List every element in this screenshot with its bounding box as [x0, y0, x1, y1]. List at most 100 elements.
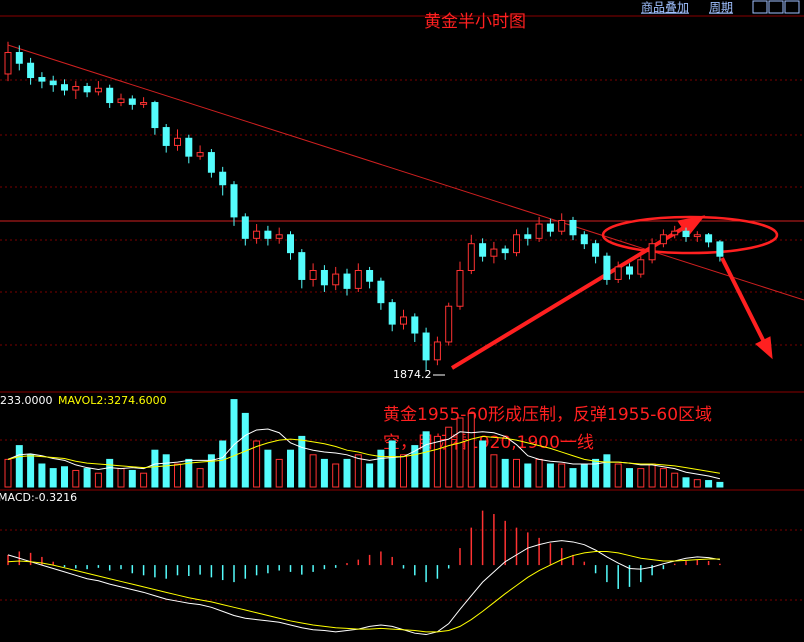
candle-body [524, 234, 532, 239]
candle-body [49, 80, 57, 86]
volume-bar [4, 458, 12, 488]
volume-bar [94, 472, 102, 488]
candle-body [659, 234, 667, 245]
volume-bar [264, 449, 272, 488]
volume-bar [693, 479, 701, 488]
volume-bar [546, 463, 554, 488]
candle-body [422, 332, 430, 361]
candle-body [400, 316, 407, 325]
nav-buttons[interactable] [752, 0, 800, 14]
volume-bar [354, 454, 362, 488]
volume-bar [445, 426, 453, 488]
volume-header: MAVOL2:3274.6000 [58, 394, 167, 407]
volume-bar [513, 458, 520, 488]
trend-line [7, 44, 804, 301]
candle-body [513, 234, 520, 254]
candle-body [151, 102, 159, 129]
volume-bar [603, 454, 611, 488]
candle-body [207, 152, 215, 173]
volume-bar [140, 472, 148, 488]
candle-body [61, 84, 68, 91]
candle-body [298, 252, 306, 280]
volume-bar [343, 458, 351, 488]
volume-bar [648, 463, 656, 488]
candle-body [72, 85, 80, 91]
candle-body [38, 77, 46, 82]
candle-body [4, 52, 12, 75]
volume-bar [320, 458, 328, 488]
menu-item[interactable]: 周期 [709, 1, 733, 15]
volume-bar [400, 454, 407, 488]
volume-bar [332, 463, 340, 488]
candle-body [366, 270, 374, 282]
candle-body [185, 137, 193, 157]
volume-header: 233.0000 [0, 394, 53, 407]
candle-body [716, 241, 724, 257]
volume-bar [479, 440, 487, 488]
volume-bar [230, 399, 238, 488]
volume-bar [38, 463, 46, 488]
candle-body [196, 152, 204, 157]
candle-body [320, 270, 328, 286]
volume-bar [128, 469, 136, 488]
volume-bar [162, 454, 170, 488]
candle-body [162, 127, 170, 146]
candle-body [27, 62, 35, 79]
volume-bar [716, 481, 724, 488]
candle-body [433, 341, 441, 361]
candle-body [535, 223, 543, 239]
volume-bar [558, 463, 566, 488]
volume-bar [366, 463, 374, 488]
candle-body [592, 243, 600, 257]
volume-bar [637, 468, 645, 488]
volume-bar [174, 463, 181, 488]
volume-bar [49, 468, 57, 488]
candle-body [569, 219, 577, 236]
candle-body [332, 273, 340, 286]
volume-bar [659, 468, 667, 488]
volume-bar [501, 458, 509, 488]
volume-bar [377, 449, 385, 488]
volume-bar [196, 468, 204, 488]
candle-body [456, 270, 464, 307]
candle-body [637, 259, 645, 275]
candle-body [117, 98, 125, 104]
candle-body [467, 243, 475, 272]
candle-body [648, 243, 656, 261]
volume-bar [106, 458, 114, 488]
candle-body [479, 243, 487, 257]
candle-body [354, 270, 362, 289]
candle-body [377, 280, 385, 304]
candle-body [626, 266, 633, 275]
candle-body [343, 273, 351, 289]
volume-bar [388, 440, 396, 488]
candle-body [693, 234, 701, 238]
candle-body [264, 230, 272, 239]
indicator-line [7, 540, 720, 636]
indicator-line [7, 435, 720, 474]
menu-item[interactable]: 商品叠加 [641, 0, 689, 15]
candle-body [705, 234, 713, 243]
volume-bar [705, 480, 713, 488]
volume-bar [207, 454, 215, 488]
macd-header: MACD:-0.3216 [0, 491, 77, 504]
candle-body [83, 85, 91, 93]
candle-body [671, 230, 679, 236]
volume-bar [592, 458, 600, 488]
volume-bar [411, 445, 419, 488]
chart-title: 黄金半小时图 [424, 12, 526, 32]
volume-bar [433, 435, 441, 488]
candle-body [174, 137, 181, 146]
volume-bar [253, 440, 261, 488]
candle-body [230, 184, 238, 218]
volume-bar [580, 463, 588, 488]
volume-bar [72, 469, 80, 488]
candle-body [309, 270, 317, 280]
indicator-line [7, 550, 720, 633]
candle-body [558, 219, 566, 232]
volume-bar [27, 454, 35, 488]
annotation: 黄金1955-60形成压制，反弹1955-60区域 [383, 405, 712, 425]
volume-bar [490, 454, 498, 488]
volume-bar [682, 477, 690, 488]
